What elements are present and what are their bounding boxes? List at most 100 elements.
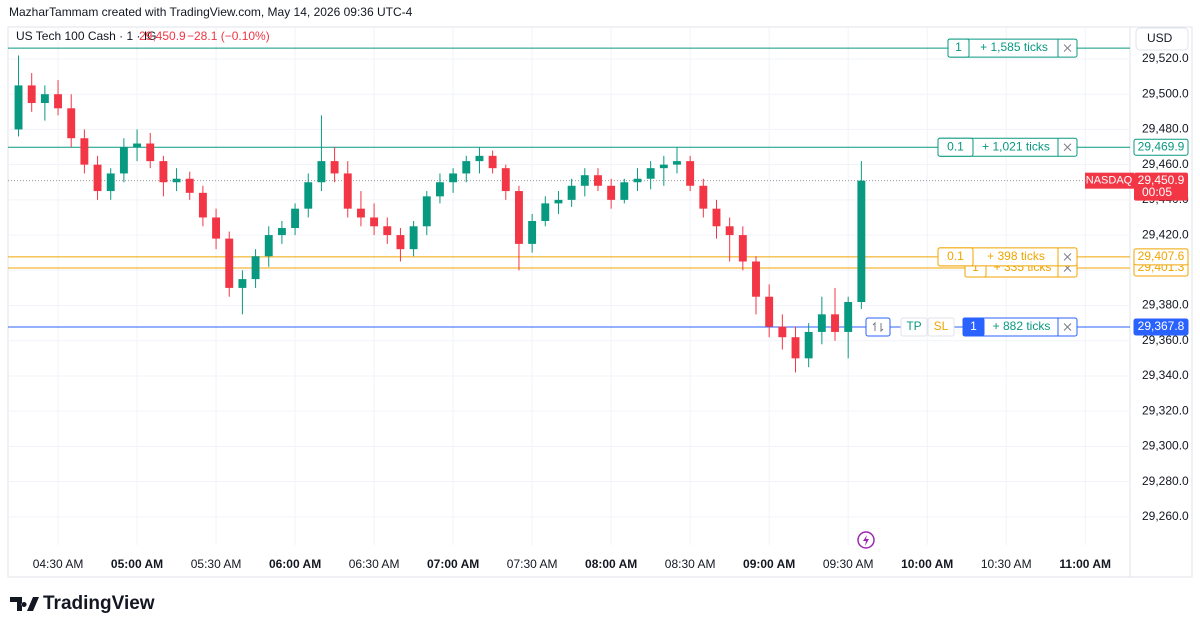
order-qty[interactable]: 0.1 [947,139,964,153]
price-label-box [1133,248,1189,266]
price-label: 29,469.9 [1138,139,1185,153]
order-cancel[interactable] [1063,323,1072,331]
currency-button[interactable] [1135,27,1189,51]
candle-body [831,314,839,332]
candle-body [449,173,458,183]
y-tick-label: 29,260.0 [1142,509,1189,523]
candle-body [752,261,760,297]
candle-body [594,175,602,186]
candle-body [356,208,365,218]
x-tick-label: 05:00 AM [111,557,163,571]
order-label[interactable]: + 882 ticks [993,319,1051,333]
candle-body [712,208,721,227]
order-button[interactable] [900,317,928,337]
candle-body [304,182,313,209]
last-price-label: 29,450.9 [1138,173,1185,187]
order-qty-cell[interactable] [947,38,970,58]
candle-body [370,217,379,227]
order-button-label[interactable]: SL [934,319,949,333]
x-tick-label: 08:00 AM [585,557,637,571]
chart-frame [7,26,1193,578]
order-label[interactable]: + 1,021 ticks [982,139,1050,153]
price-label-box [1133,318,1189,336]
candle-body [778,326,787,338]
candle-body [54,94,62,109]
x-tick-label: 07:00 AM [427,557,479,571]
y-tick-label: 29,480.0 [1142,122,1189,136]
order-label[interactable]: + 1,585 ticks [980,40,1048,54]
candle-body [699,185,708,209]
price-label: 29,407.6 [1138,249,1185,263]
candle-body [185,178,194,193]
plot: 29,260.0 29,280.0 29,300.0 29,320.0 29,340.0… [8,28,1189,571]
candle-body [673,161,681,165]
candle-body [106,173,115,192]
candle-body [225,238,234,288]
y-tick-label: 29,280.0 [1142,474,1189,488]
candle-body [172,178,181,183]
candle-body [844,301,853,332]
x-tick-label: 11:00 AM [1059,557,1111,571]
order-qty-cell[interactable] [937,247,974,267]
candle-body [291,208,300,229]
x-tick-label: 06:30 AM [349,557,400,571]
candle-body [488,155,497,169]
y-tick-label: 29,360.0 [1142,333,1189,347]
exchange: NASDAQ [1086,175,1133,187]
x-tick-label: 09:00 AM [743,557,795,571]
order-qty[interactable]: 0.1 [947,249,964,263]
candle-body [435,182,444,197]
legend-change: −28.1 (−0.10%) [187,29,270,43]
candle-body [67,108,76,139]
x-tick-label: 10:00 AM [901,557,953,571]
candle-body [765,296,774,327]
order-cancel[interactable] [1063,253,1072,261]
candle-body [462,161,471,174]
logo: TradingView [10,593,155,614]
candle-body [528,220,537,244]
x-tick-label: 05:30 AM [191,557,242,571]
order-qty[interactable]: 1 [972,260,979,274]
candle-body [212,217,221,239]
candle-body [475,155,484,162]
candle-body [422,196,431,227]
order-cancel[interactable] [1063,143,1072,152]
order-qty-cell[interactable] [962,317,985,337]
order-qty-cell[interactable] [937,137,974,157]
candle-body [14,85,23,130]
candle-body [633,178,642,183]
candle-body [857,180,866,302]
x-tick-label: 10:30 AM [981,557,1032,571]
reverse-button[interactable] [865,317,891,337]
candle-body [515,191,523,244]
candle-body [40,94,49,104]
x-tick-label: 08:30 AM [665,557,716,571]
candle-body [646,168,655,179]
order-label[interactable]: + 398 ticks [987,249,1045,263]
order-button[interactable] [927,317,955,337]
candle-body [659,164,668,169]
currency[interactable]: USD [1147,31,1173,45]
candle-body [817,314,826,332]
candle-body [409,226,418,250]
candle-body [686,161,695,186]
candle-body [343,173,352,209]
order-button-label[interactable]: TP [906,319,921,333]
candle-body [541,203,550,221]
candle-body [238,279,247,288]
order-qty[interactable]: 1 [955,40,962,54]
candle-body [738,235,747,262]
candle-body [317,161,326,183]
candle-body [607,185,616,200]
exchange-tag [1085,172,1134,189]
candle-body [80,138,89,165]
x-tick-label: 09:30 AM [823,557,874,571]
price-label-box [1133,138,1189,156]
y-tick-label: 29,340.0 [1142,368,1189,382]
candle-body [791,337,800,359]
order-qty[interactable]: 1 [970,319,977,333]
order-cancel[interactable] [1063,44,1072,52]
y-tick-label: 29,320.0 [1142,403,1189,417]
candle-body [554,199,563,204]
